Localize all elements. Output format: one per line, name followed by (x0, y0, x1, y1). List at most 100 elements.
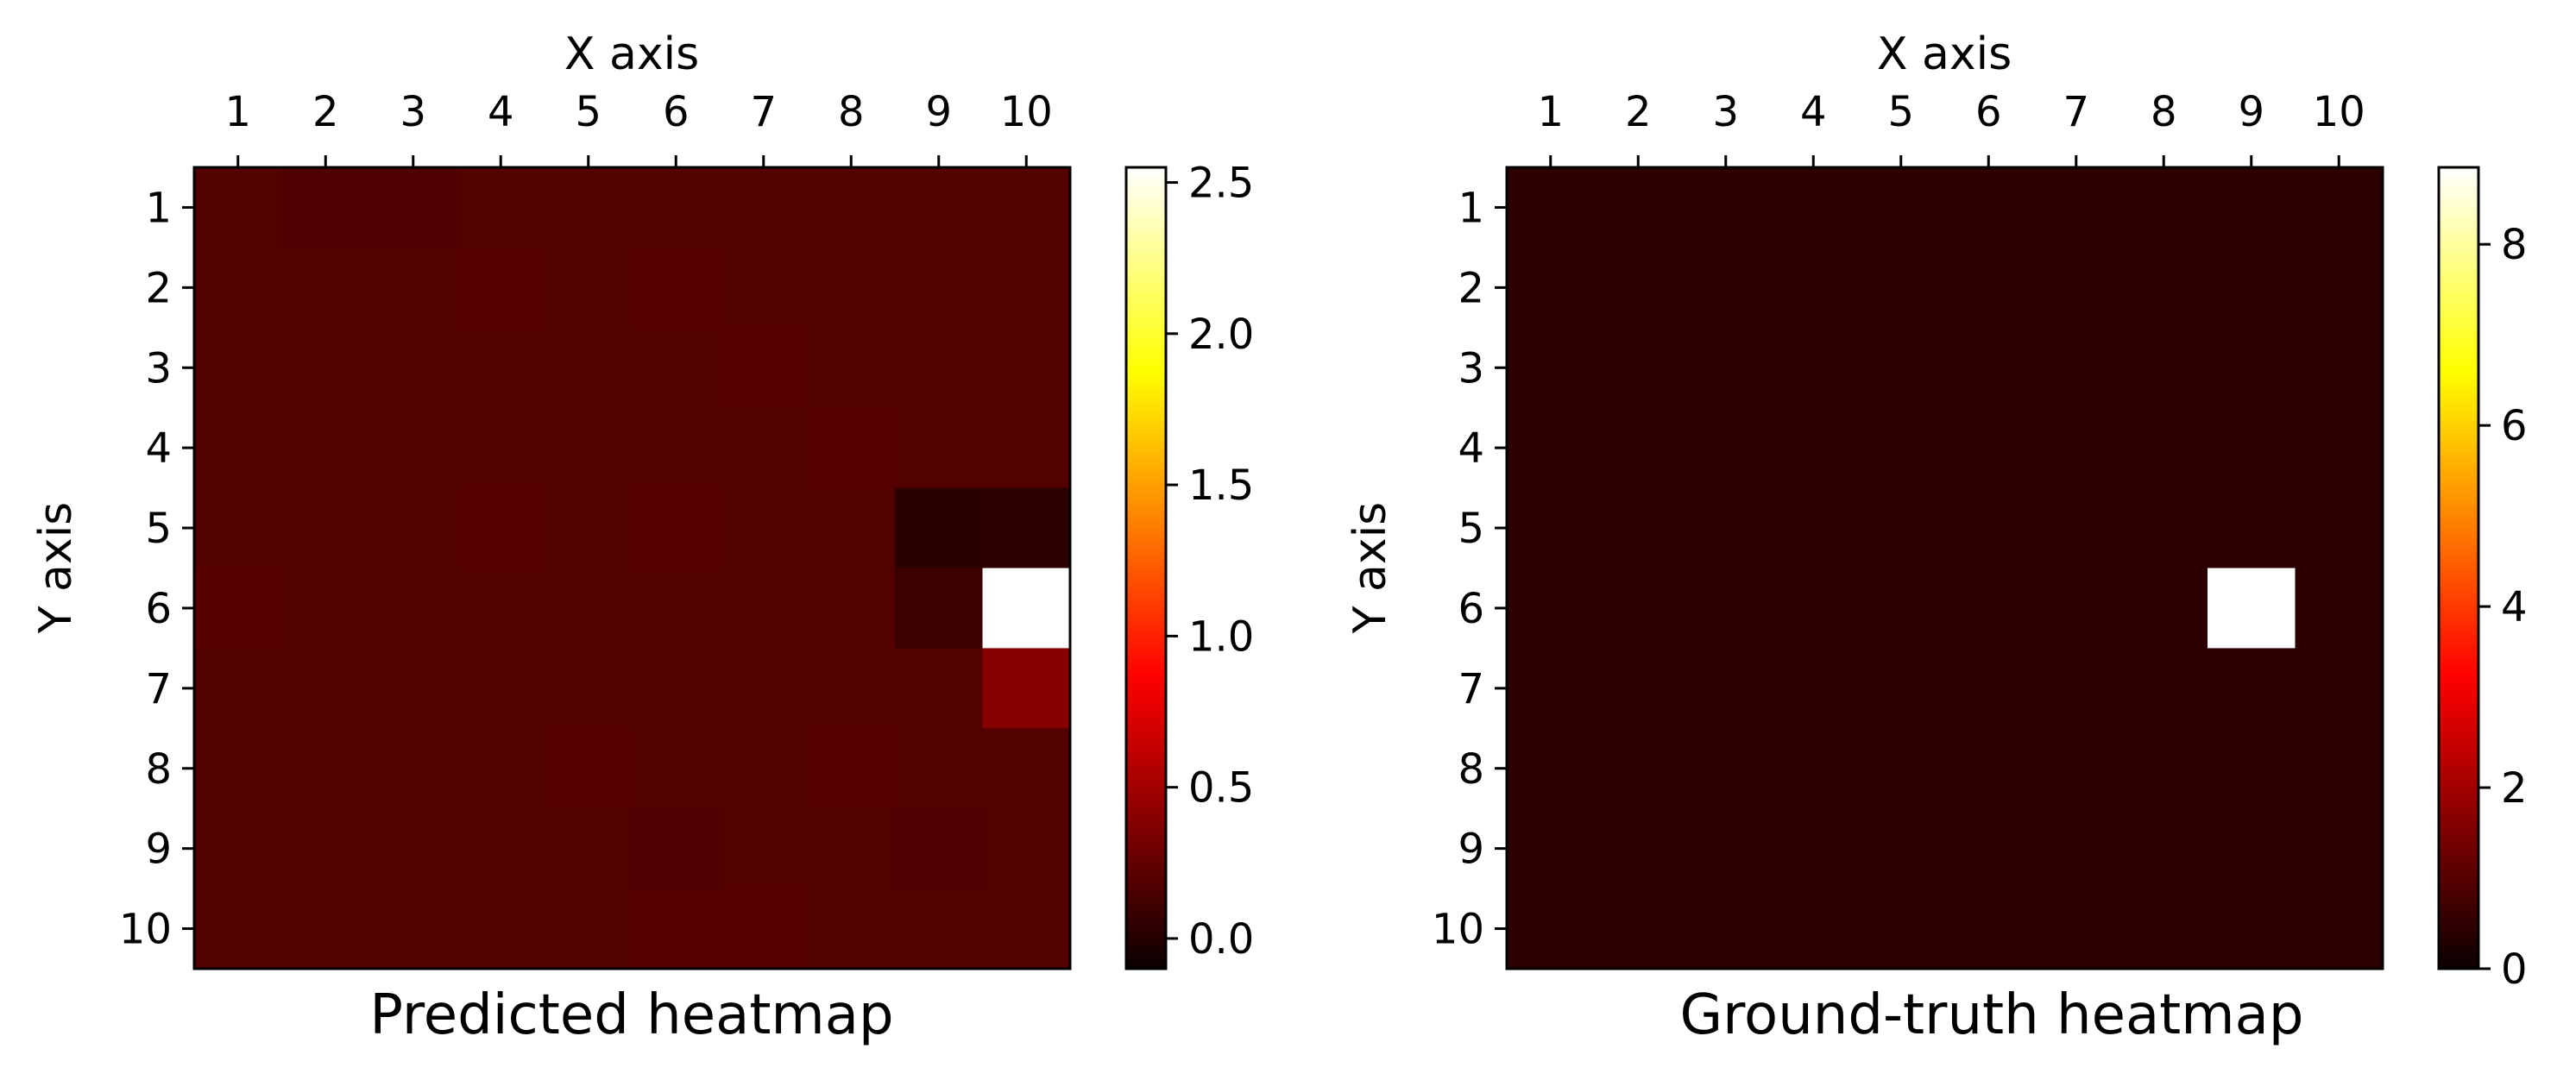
heatmap-cell (632, 167, 721, 248)
heatmap-cell (2032, 247, 2121, 329)
heatmap-cell (194, 728, 283, 809)
y-tick-label: 3 (145, 344, 172, 392)
heatmap-cell (1507, 327, 1596, 409)
heatmap-cell (457, 487, 545, 569)
heatmap-cell (2119, 247, 2208, 329)
heatmap-cell (1594, 648, 1683, 729)
heatmap-cell (2119, 888, 2208, 970)
predicted-colorbar-ticks: 0.0 0.5 1.0 1.5 2.0 2.5 (1166, 160, 1254, 964)
heatmap-cell (1507, 167, 1596, 248)
heatmap-cell (1769, 167, 1858, 248)
heatmap-cell (281, 407, 370, 489)
heatmap-cell (1682, 568, 1771, 649)
heatmap-cell (1594, 728, 1683, 809)
heatmap-cell (2208, 407, 2296, 489)
heatmap-cell (1944, 648, 2033, 729)
heatmap-cell (632, 888, 721, 970)
ground-truth-heatmap-panel: 1 2 3 4 5 6 7 8 9 10 1 2 3 4 5 6 7 8 9 10 X axis Y axis Gr… (1345, 28, 2528, 1047)
heatmap-cell (194, 568, 283, 649)
heatmap-cell (632, 487, 721, 569)
heatmap-cell (545, 808, 633, 889)
heatmap-cell (1594, 327, 1683, 409)
y-tick-label: 4 (145, 424, 172, 473)
heatmap-cell (720, 167, 809, 248)
heatmap-cell (1682, 247, 1771, 329)
heatmap-cell (2032, 808, 2121, 889)
heatmap-cell (281, 327, 370, 409)
ground-truth-y-axis-label: Y axis (1345, 502, 1396, 634)
heatmap-cell (1594, 487, 1683, 569)
predicted-heatmap-panel: 1 2 3 4 5 6 7 8 9 10 1 2 3 4 5 6 7 8 9 10 X axis Y axis Pr… (30, 28, 1254, 1047)
heatmap-cell (720, 568, 809, 649)
heatmap-cell (1857, 728, 1946, 809)
colorbar-tick-label: 0.0 (1188, 915, 1254, 964)
heatmap-cell (2119, 568, 2208, 649)
heatmap-cell (632, 407, 721, 489)
heatmap-cell (2208, 808, 2296, 889)
heatmap-cell (895, 888, 984, 970)
heatmap-cell (194, 167, 283, 248)
x-tick-label: 9 (2238, 88, 2264, 136)
ground-truth-x-ticks: 1 2 3 4 5 6 7 8 9 10 (1537, 88, 2365, 167)
heatmap-cell (1507, 568, 1596, 649)
x-tick-label: 1 (1537, 88, 1564, 136)
heatmap-cell (545, 728, 633, 809)
heatmap-cell (2295, 568, 2384, 649)
x-tick-label: 7 (2063, 88, 2089, 136)
colorbar-tick-label: 2.5 (1188, 160, 1254, 208)
heatmap-cell (281, 167, 370, 248)
heatmap-cell (982, 728, 1071, 809)
heatmap-cell (457, 888, 545, 970)
heatmap-cell (807, 808, 896, 889)
heatmap-cell (1507, 888, 1596, 970)
heatmap-cell (807, 568, 896, 649)
heatmap-cell (1507, 407, 1596, 489)
heatmap-cell (2208, 487, 2296, 569)
heatmap-cell (1507, 648, 1596, 729)
heatmap-cell (807, 167, 896, 248)
heatmap-cell (632, 568, 721, 649)
heatmap-cell (369, 808, 458, 889)
heatmap-cell (1769, 808, 1858, 889)
heatmap-cell (1594, 167, 1683, 248)
heatmap-cell (720, 487, 809, 569)
x-tick-label: 3 (400, 88, 426, 136)
y-tick-label: 10 (119, 906, 172, 954)
heatmap-cell (895, 648, 984, 729)
heatmap-cell (895, 327, 984, 409)
heatmap-cell (545, 167, 633, 248)
heatmap-cell (1944, 487, 2033, 569)
heatmap-cell (369, 247, 458, 329)
heatmap-cell (1944, 568, 2033, 649)
heatmap-cell (1769, 728, 1858, 809)
heatmap-cell (281, 888, 370, 970)
heatmap-cell (1507, 728, 1596, 809)
heatmap-cell (2295, 888, 2384, 970)
heatmap-cell (194, 648, 283, 729)
predicted-heatmap-cells (194, 167, 1071, 970)
heatmap-cell (807, 648, 896, 729)
heatmap-cell (1682, 888, 1771, 970)
y-tick-label: 6 (1458, 585, 1484, 633)
heatmap-cell (1944, 247, 2033, 329)
heatmap-cell (720, 808, 809, 889)
heatmap-cell (2295, 327, 2384, 409)
colorbar-tick-label: 2.0 (1188, 311, 1254, 359)
heatmap-cell (281, 808, 370, 889)
heatmap-cell (1857, 648, 1946, 729)
heatmap-cell (369, 648, 458, 729)
colorbar-tick-label: 6 (2501, 402, 2528, 450)
x-tick-label: 9 (925, 88, 952, 136)
heatmap-cell (545, 247, 633, 329)
heatmap-cell (807, 888, 896, 970)
heatmap-cell (1857, 247, 1946, 329)
x-tick-label: 6 (663, 88, 690, 136)
heatmap-cell (1857, 888, 1946, 970)
y-tick-label: 2 (1458, 264, 1484, 312)
x-tick-label: 2 (312, 88, 339, 136)
heatmap-cell (807, 407, 896, 489)
heatmap-cell (1857, 568, 1946, 649)
heatmap-cell (369, 888, 458, 970)
heatmap-cell (194, 808, 283, 889)
heatmap-cell (2032, 487, 2121, 569)
